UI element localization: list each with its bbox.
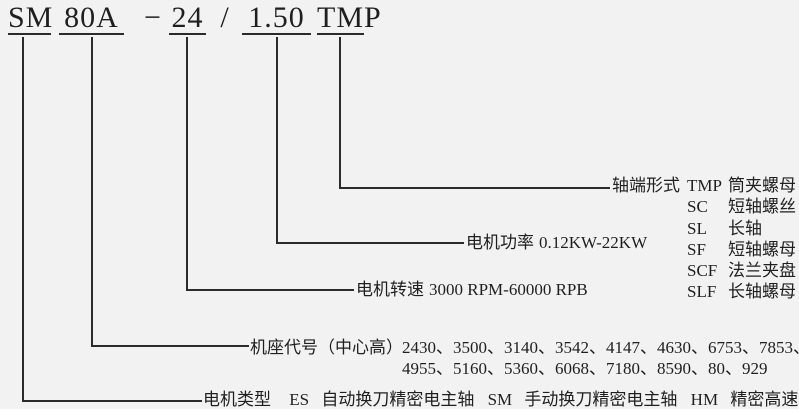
connector-line-type (22, 37, 202, 402)
motor-type-desc: 手动换刀精密电主轴 (524, 390, 678, 409)
shaft-option-code: SL (687, 218, 707, 238)
shaft-option-desc: 法兰夹盘 (728, 261, 796, 281)
shaft-end-options-list: TMP 筒夹螺母 SC 短轴螺丝 SL 长轴 SF 短轴螺母 SCF 法兰夹盘 … (687, 175, 796, 303)
shaft-option-desc: 长轴螺母 (728, 282, 796, 302)
shaft-option-code: SCF (687, 261, 718, 281)
motor-type-desc: 精密高速电机 (730, 390, 799, 409)
model-code-speed: 24 (169, 3, 206, 35)
motor-type-code: ES (289, 390, 310, 409)
connector-line-power (276, 37, 464, 244)
model-code-slash: / (220, 1, 230, 34)
motor-type-desc: 自动换刀精密电主轴 (321, 390, 475, 409)
motor-speed-label: 电机转速 (356, 280, 424, 299)
shaft-option-desc: 短轴螺母 (728, 239, 796, 259)
shaft-option-code: SC (687, 197, 708, 217)
connector-line-speed (186, 37, 354, 291)
connector-line-frame (91, 37, 249, 347)
motor-type-row: 电机类型 ES 自动换刀精密电主轴 SM 手动换刀精密电主轴 HM 精密高速电机 (203, 389, 799, 410)
model-code-shaft-end: TMP (317, 1, 382, 35)
frame-code-values-line2: 4955、5160、5360、6068、7180、8590、80、929 (402, 359, 768, 378)
frame-code-values-line1: 2430、3500、3140、3542、4147、4630、6753、7853、 (402, 338, 799, 357)
shaft-option-code: TMP (687, 176, 722, 195)
shaft-end-label: 轴端形式 (612, 176, 680, 195)
shaft-option-code: SF (687, 239, 706, 259)
motor-speed-value: 3000 RPM-60000 RPB (429, 280, 588, 299)
model-code-type: SM (8, 1, 54, 35)
motor-type-code: SM (487, 390, 513, 409)
connector-line-shaft-end (339, 37, 610, 189)
motor-power-row: 电机功率 0.12KW-22KW (466, 232, 647, 253)
shaft-option-desc: 短轴螺丝 (728, 197, 796, 217)
frame-code-label: 机座代号（中心高） (250, 338, 403, 357)
motor-type-code: HM (690, 390, 719, 409)
motor-type-label: 电机类型 (203, 390, 271, 409)
model-code-frame: 80A (59, 3, 124, 35)
motor-power-value: 0.12KW-22KW (539, 233, 648, 252)
motor-power-label: 电机功率 (466, 233, 534, 252)
motor-speed-row: 电机转速 3000 RPM-60000 RPB (356, 279, 588, 300)
shaft-option-desc: 筒夹螺母 (728, 176, 796, 195)
shaft-option-code: SLF (687, 282, 717, 302)
model-code-power: 1.50 (242, 3, 311, 35)
shaft-option-desc: 长轴 (728, 218, 762, 238)
frame-code-values: 2430、3500、3140、3542、4147、4630、6753、7853、… (402, 337, 799, 379)
model-code-dash: − (144, 1, 162, 34)
